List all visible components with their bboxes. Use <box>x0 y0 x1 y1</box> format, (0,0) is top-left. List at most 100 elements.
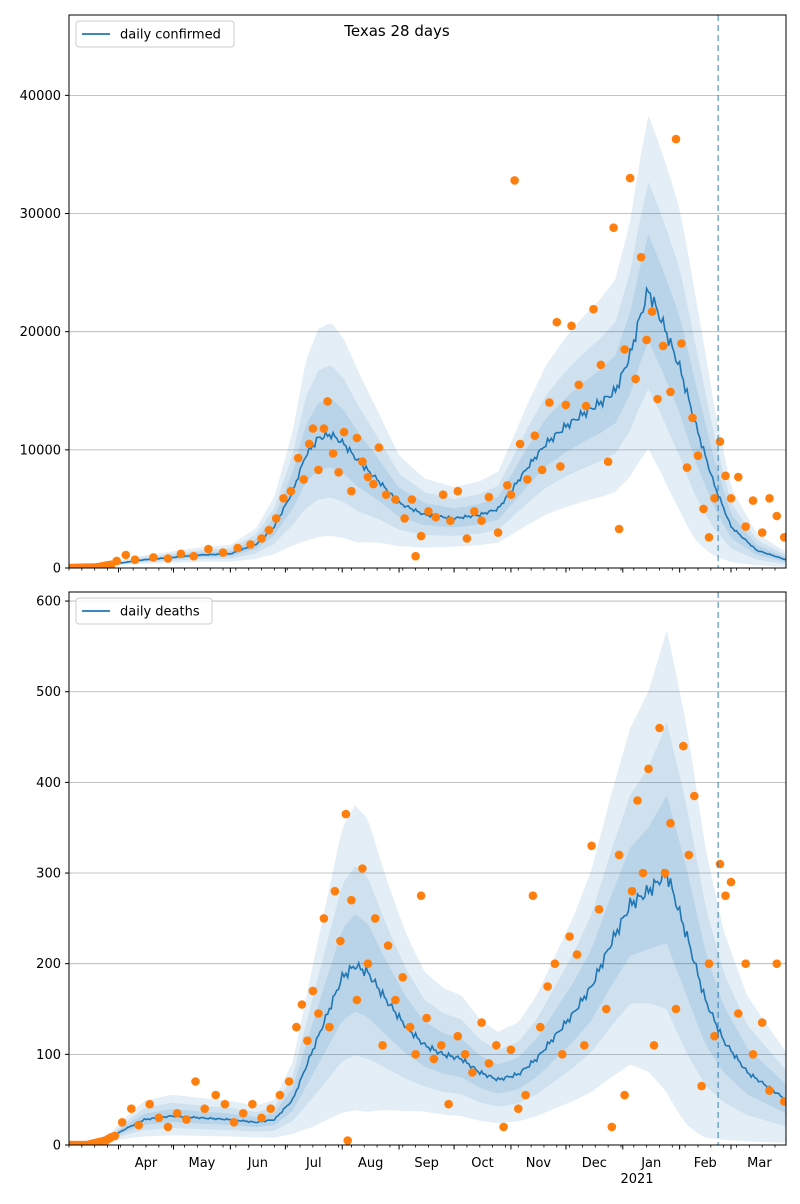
x-month-label: Mar <box>747 1156 772 1171</box>
deaths-observed-point <box>506 1045 516 1055</box>
confirmed-observed-point <box>319 424 329 433</box>
confirmed-observed-point <box>334 468 343 477</box>
confirmed-observed-point <box>620 345 629 354</box>
confirmed-observed-point <box>271 514 281 523</box>
confirmed-observed-point <box>642 335 651 345</box>
confirmed-observed-point <box>493 528 503 537</box>
confirmed-observed-point <box>391 495 400 504</box>
deaths-observed-point <box>521 1090 530 1100</box>
confirmed-observed-point <box>246 540 255 549</box>
deaths-observed-point <box>292 1022 301 1032</box>
deaths-observed-point <box>460 1050 470 1059</box>
confirmed-observed-point <box>741 522 750 531</box>
deaths-observed-point <box>644 764 653 774</box>
confirmed-observed-point <box>477 516 486 525</box>
confirmed-observed-point <box>163 554 173 563</box>
deaths-observed-point <box>343 1136 353 1145</box>
confirmed-observed-point <box>314 465 323 475</box>
deaths-observed-point <box>679 741 688 751</box>
x-month-label: Sep <box>414 1156 439 1171</box>
confirmed-band-1 <box>69 115 786 568</box>
confirmed-observed-point <box>556 462 565 471</box>
confirmed-observed-points <box>69 134 786 568</box>
confirmed-y-tick-label: 40000 <box>20 89 61 104</box>
deaths-observed-point <box>765 1086 774 1095</box>
deaths-observed-point <box>572 950 582 959</box>
x-month-label: Jan <box>640 1156 661 1171</box>
deaths-observed-point <box>303 1036 312 1045</box>
deaths-panel: 0 100 200 300 400 500 600 Apr May Jun Jul Aug Sep Oc… <box>36 591 787 1187</box>
confirmed-observed-point <box>596 360 606 370</box>
deaths-observed-point <box>614 850 624 860</box>
confirmed-observed-point <box>484 492 494 502</box>
deaths-legend: daily deaths <box>75 597 213 625</box>
deaths-observed-point <box>638 868 648 878</box>
confirmed-observed-point <box>636 252 646 262</box>
chart-title: Texas 28 days <box>343 22 450 40</box>
confirmed-observed-point <box>279 494 288 503</box>
x-month-label: Jun <box>247 1156 268 1171</box>
deaths-x-ticks: Apr May Jun Jul Aug Sep Oct Nov Dec Jan Feb Mar <box>68 1145 776 1171</box>
deaths-observed-point <box>319 914 329 923</box>
deaths-observed-point <box>110 1131 120 1141</box>
deaths-observed-point <box>358 864 367 873</box>
confirmed-observed-point <box>552 317 562 327</box>
deaths-observed-point <box>325 1022 334 1032</box>
deaths-observed-points <box>69 723 786 1145</box>
confirmed-observed-point <box>438 490 448 500</box>
deaths-observed-point <box>741 959 750 968</box>
deaths-observed-point <box>671 1004 681 1014</box>
deaths-observed-point <box>580 1041 589 1050</box>
deaths-observed-point <box>172 1109 182 1118</box>
deaths-observed-point <box>238 1109 248 1118</box>
confirmed-observed-point <box>400 514 409 523</box>
confirmed-observed-point <box>765 494 774 503</box>
deaths-observed-point <box>248 1099 257 1109</box>
confirmed-observed-point <box>407 495 417 504</box>
deaths-legend-box <box>75 597 213 625</box>
deaths-observed-point <box>704 959 714 968</box>
deaths-observed-point <box>726 877 736 887</box>
confirmed-observed-point <box>189 551 198 561</box>
deaths-observed-point <box>229 1118 239 1127</box>
deaths-observed-point <box>145 1099 154 1109</box>
deaths-observed-point <box>391 995 400 1005</box>
confirmed-observed-point <box>757 528 767 537</box>
confirmed-observed-point <box>658 341 668 351</box>
deaths-observed-point <box>308 986 318 996</box>
confirmed-observed-point <box>328 449 338 458</box>
confirmed-observed-point <box>308 424 318 433</box>
deaths-observed-point <box>416 891 426 900</box>
x-month-label: May <box>189 1156 216 1171</box>
confirmed-observed-point <box>218 548 228 557</box>
confirmed-gridlines <box>69 94 786 451</box>
deaths-y-tick-label: 100 <box>36 1048 61 1063</box>
confirmed-observed-point <box>561 400 571 410</box>
confirmed-band-2 <box>69 181 786 568</box>
deaths-observed-point <box>437 1041 446 1050</box>
deaths-observed-point <box>453 1031 463 1041</box>
confirmed-observed-point <box>358 457 367 467</box>
deaths-observed-point <box>543 982 552 991</box>
confirmed-observed-point <box>176 549 186 559</box>
confirmed-legend: daily confirmed <box>75 20 235 48</box>
confirmed-observed-point <box>462 534 472 543</box>
confirmed-observed-point <box>411 551 420 561</box>
confirmed-observed-point <box>603 457 613 467</box>
deaths-observed-point <box>710 1031 719 1041</box>
deaths-observed-point <box>550 959 560 968</box>
deaths-observed-point <box>182 1115 191 1124</box>
deaths-observed-point <box>191 1077 200 1086</box>
confirmed-observed-point <box>453 486 463 496</box>
confirmed-observed-point <box>574 380 584 390</box>
confirmed-observed-point <box>609 223 618 232</box>
x-month-label: Aug <box>358 1156 383 1171</box>
deaths-observed-point <box>314 1009 323 1018</box>
confirmed-observed-point <box>424 507 433 516</box>
confirmed-observed-point <box>779 533 786 542</box>
confirmed-observed-point <box>699 504 708 514</box>
confirmed-observed-point <box>381 490 391 500</box>
confirmed-observed-point <box>112 556 121 566</box>
deaths-observed-point <box>514 1104 523 1113</box>
